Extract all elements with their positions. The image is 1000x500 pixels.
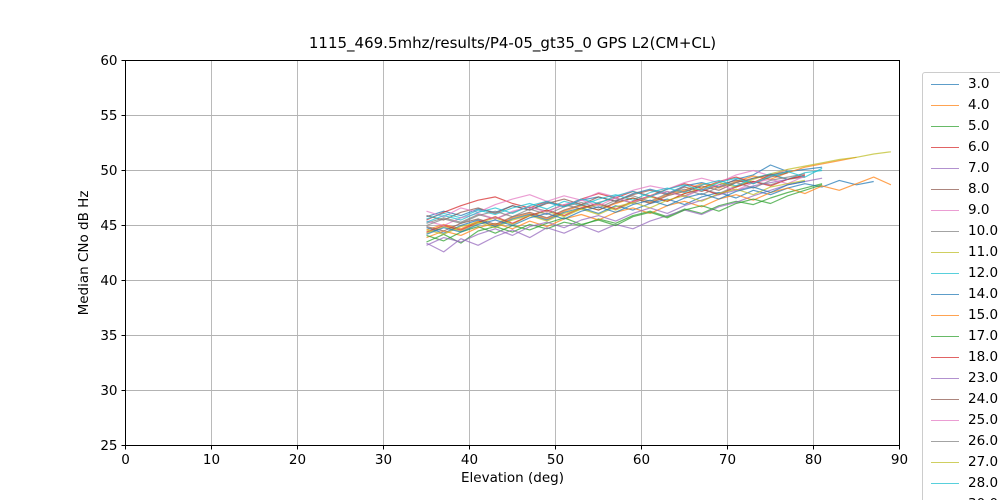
y-tick-label: 30	[100, 383, 117, 399]
x-tick-label: 20	[289, 452, 306, 468]
y-tick-label: 50	[100, 163, 117, 179]
legend-label: 9.0	[968, 202, 990, 218]
x-tick-label: 90	[891, 452, 908, 468]
legend-label: 5.0	[968, 118, 990, 134]
series-line-28.0	[426, 167, 823, 223]
legend-item: 6.0	[923, 137, 1000, 158]
legend-line-sample	[931, 168, 959, 169]
legend-line-sample	[931, 252, 959, 253]
series-line-26.0	[426, 173, 806, 227]
legend-line-sample	[931, 126, 959, 127]
legend-item: 23.0	[923, 368, 1000, 389]
legend-item: 14.0	[923, 284, 1000, 305]
legend-label: 8.0	[968, 181, 990, 197]
legend-item: 4.0	[923, 95, 1000, 116]
legend-line-sample	[931, 357, 959, 358]
legend-label: 23.0	[968, 370, 999, 386]
x-tick-label: 50	[547, 452, 564, 468]
legend-label: 25.0	[968, 412, 999, 428]
legend-line-sample	[931, 105, 959, 106]
legend-item: 7.0	[923, 158, 1000, 179]
legend-item: 17.0	[923, 326, 1000, 347]
legend-line-sample	[931, 189, 959, 190]
legend-label: 30.0	[968, 494, 998, 500]
x-tick-label: 10	[203, 452, 220, 468]
y-tick-label: 55	[100, 108, 117, 124]
series-line-18.0	[426, 174, 806, 233]
legend-item: 11.0	[923, 242, 1000, 263]
legend-item: 9.0	[923, 200, 1000, 221]
legend-label: 11.0	[968, 244, 999, 260]
legend-label: 3.0	[968, 76, 990, 92]
chart-title: 1115_469.5mhz/results/P4-05_gt35_0 GPS L…	[308, 34, 717, 52]
legend-label: 15.0	[968, 307, 999, 323]
legend: 3.0 4.0 5.0 6.0 7.0 8.0 9.0 10.0 11.0 12.0 14.0 15.…	[922, 72, 1000, 500]
y-tick-label: 45	[100, 218, 117, 234]
legend-label: 14.0	[968, 286, 999, 302]
legend-label: 10.0	[968, 223, 999, 239]
legend-label: 12.0	[968, 265, 999, 281]
legend-line-sample	[931, 147, 959, 148]
legend-line-sample	[931, 483, 959, 484]
x-axis-label: Elevation (deg)	[461, 470, 564, 486]
legend-line-sample	[931, 315, 959, 316]
legend-label: 18.0	[968, 349, 999, 365]
legend-label: 28.0	[968, 475, 999, 491]
legend-item: 12.0	[923, 263, 1000, 284]
legend-line-sample	[931, 84, 959, 85]
legend-label: 24.0	[968, 391, 999, 407]
legend-line-sample	[931, 378, 959, 379]
legend-line-sample	[931, 294, 959, 295]
y-tick-label: 60	[100, 53, 117, 69]
legend-item: 28.0	[923, 473, 1000, 494]
legend-label: 17.0	[968, 328, 999, 344]
y-tick-label: 40	[100, 273, 117, 289]
legend-item: 15.0	[923, 305, 1000, 326]
x-tick-label: 0	[121, 452, 130, 468]
legend-line-sample	[931, 462, 959, 463]
legend-label: 27.0	[968, 454, 999, 470]
legend-line-sample	[931, 399, 959, 400]
legend-item: 26.0	[923, 431, 1000, 452]
legend-item: 5.0	[923, 116, 1000, 137]
legend-item: 8.0	[923, 179, 1000, 200]
y-tick-label: 35	[100, 328, 117, 344]
series-line-17.0	[426, 184, 823, 242]
legend-line-sample	[931, 210, 959, 211]
series-line-25.0	[426, 175, 806, 227]
series-line-9.0	[426, 168, 788, 218]
legend-line-sample	[931, 273, 959, 274]
legend-item: 3.0	[923, 74, 1000, 95]
legend-label: 4.0	[968, 97, 990, 113]
series-line-30.0	[426, 180, 806, 235]
series-line-23.0	[426, 178, 788, 246]
legend-label: 7.0	[968, 160, 990, 176]
legend-label: 6.0	[968, 139, 990, 155]
x-tick-label: 60	[633, 452, 650, 468]
legend-line-sample	[931, 441, 959, 442]
legend-item: 24.0	[923, 389, 1000, 410]
y-tick-label: 25	[100, 438, 117, 454]
x-tick-label: 70	[719, 452, 736, 468]
series-line-15.0	[426, 176, 892, 239]
legend-line-sample	[931, 336, 959, 337]
legend-item: 18.0	[923, 347, 1000, 368]
legend-item: 10.0	[923, 221, 1000, 242]
x-tick-label: 30	[375, 452, 392, 468]
legend-item: 25.0	[923, 410, 1000, 431]
legend-item: 27.0	[923, 452, 1000, 473]
legend-label: 26.0	[968, 433, 999, 449]
series-line-27.0	[426, 179, 806, 235]
legend-line-sample	[931, 231, 959, 232]
plot-border	[125, 60, 900, 446]
legend-item: 30.0	[923, 494, 1000, 500]
legend-line-sample	[931, 420, 959, 421]
x-tick-label: 40	[461, 452, 478, 468]
series-line-7.0	[426, 177, 823, 253]
x-tick-label: 80	[805, 452, 822, 468]
